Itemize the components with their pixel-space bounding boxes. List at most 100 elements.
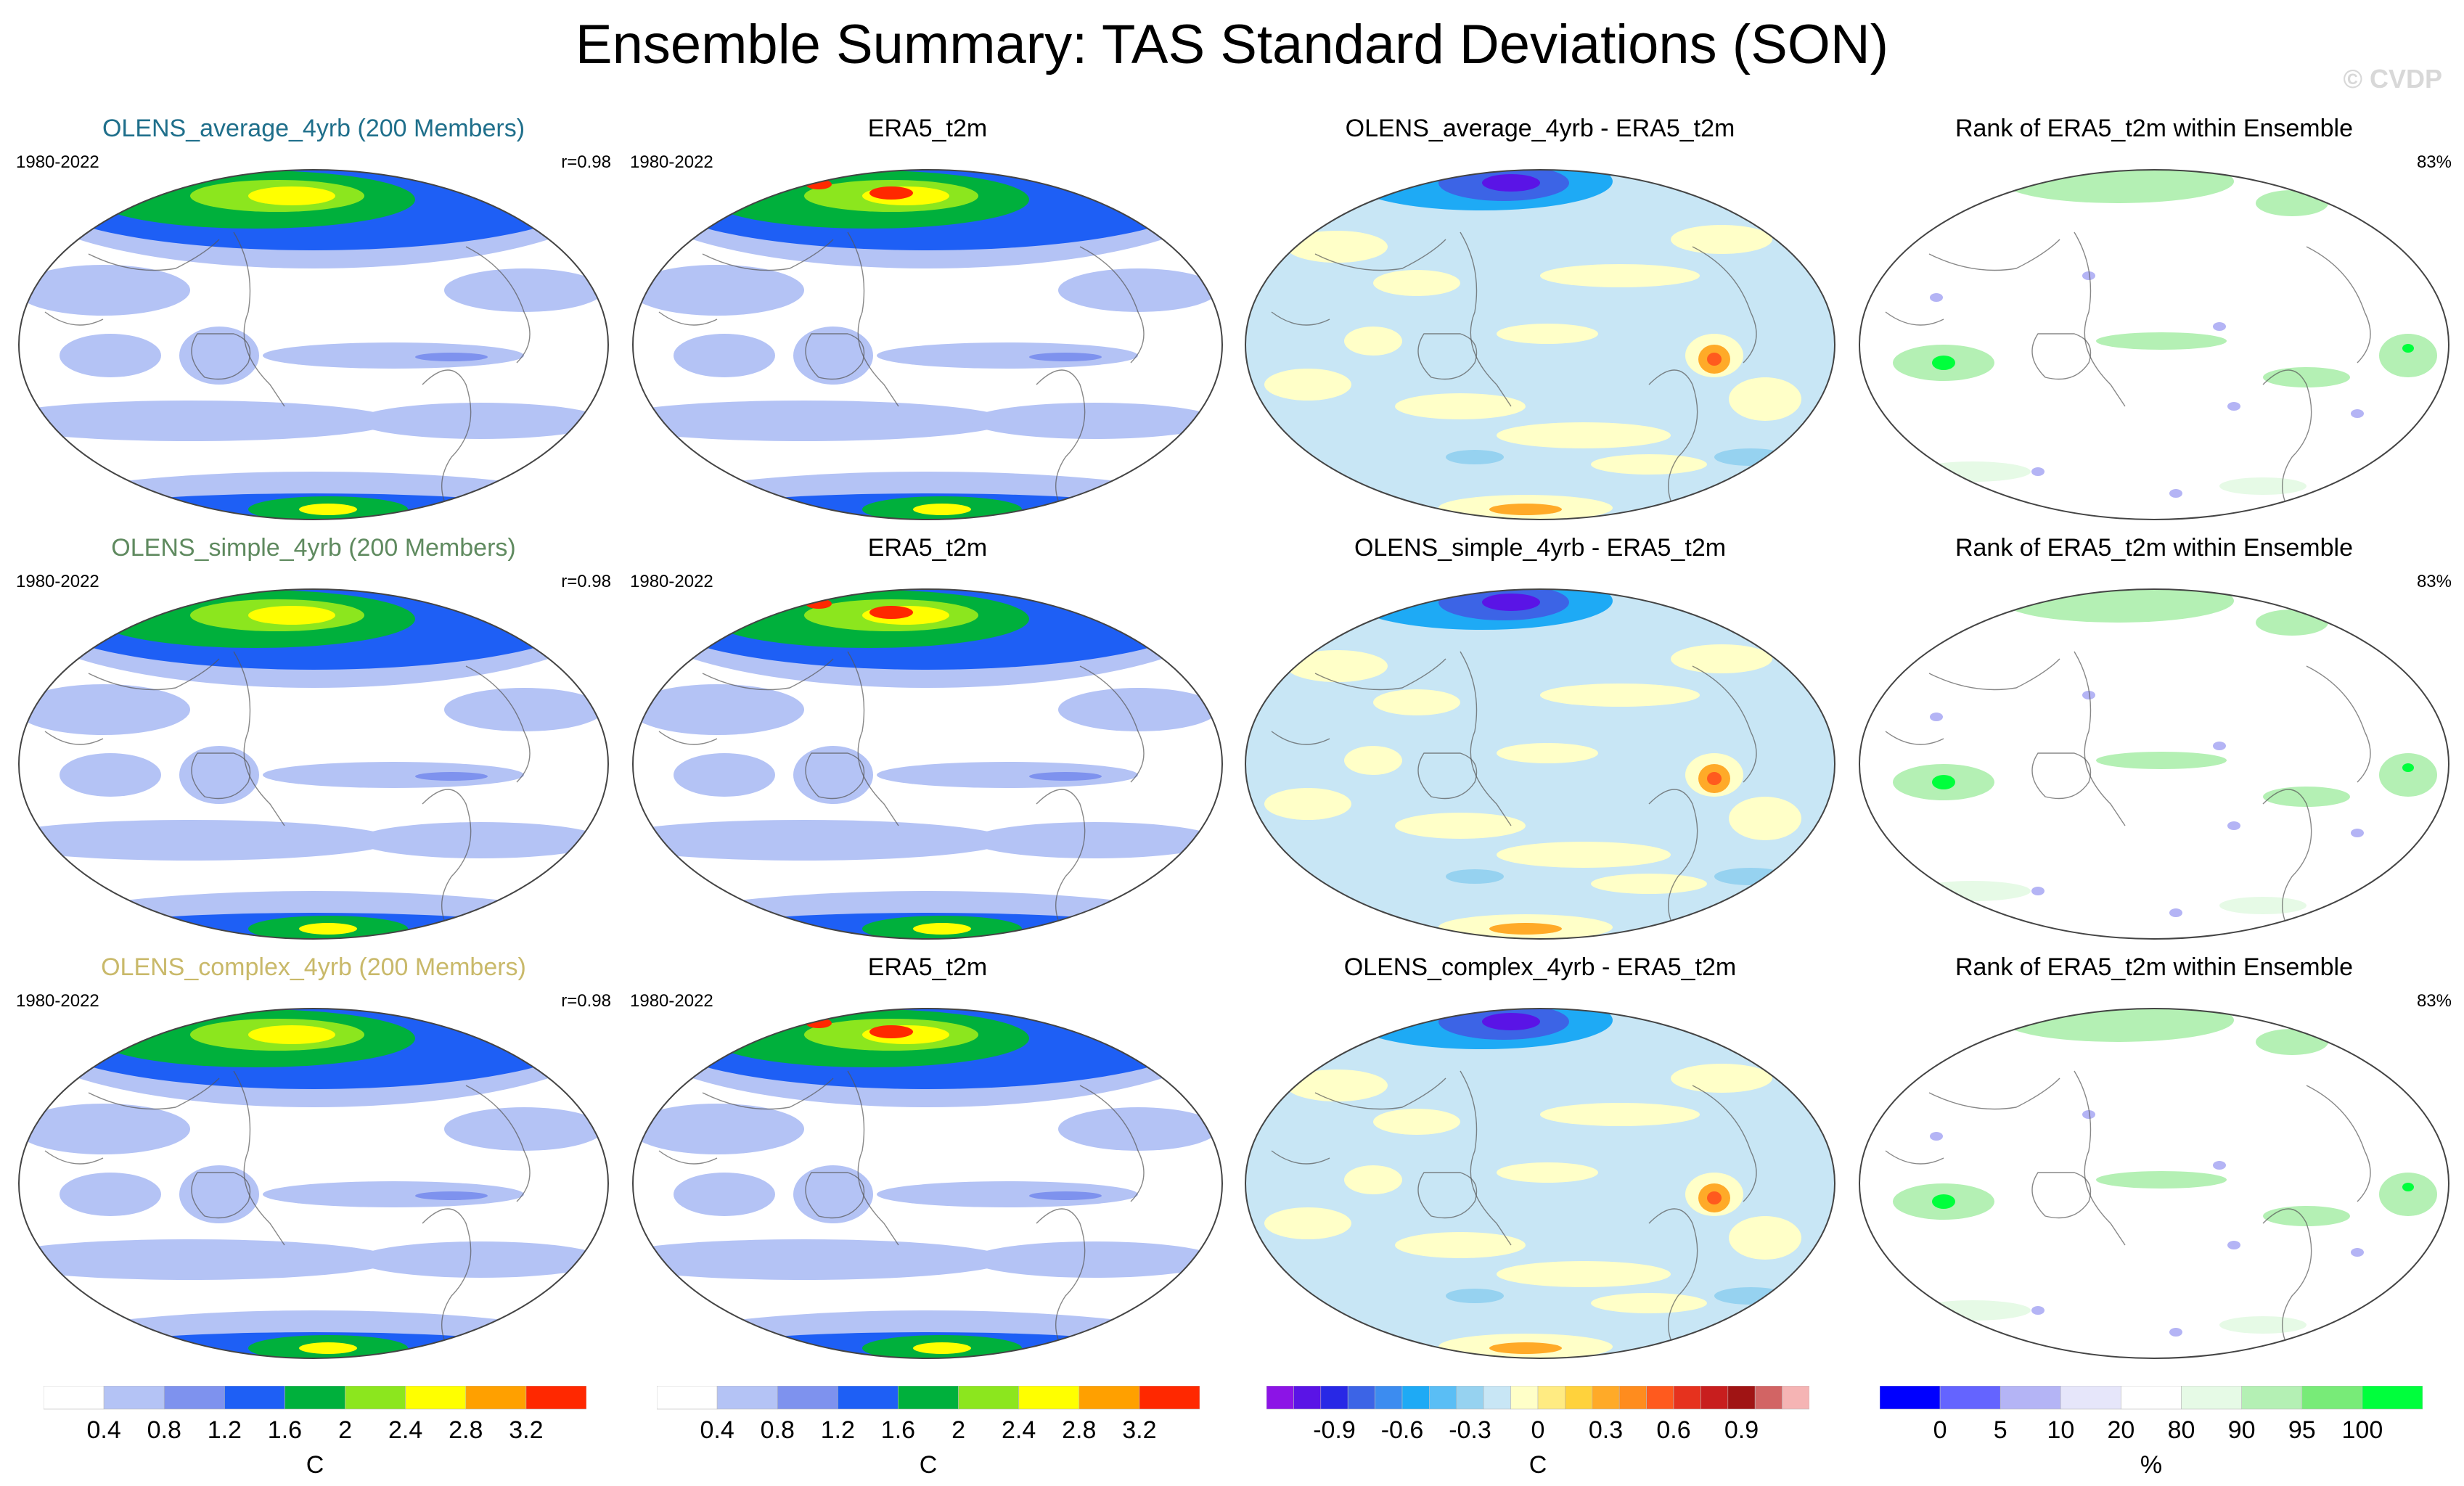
legend-swatch: [1483, 1386, 1511, 1410]
legend-swatch: [1537, 1386, 1565, 1410]
pattern-correlation-label: r=0.98: [561, 991, 611, 1011]
legend-tick-label: 5: [1993, 1416, 2007, 1444]
legend-swatch: [1592, 1386, 1620, 1410]
negative-anomaly: [1446, 1289, 1504, 1303]
positive-anomaly: [1264, 369, 1351, 401]
australia: [793, 327, 873, 385]
northern-band: [248, 1025, 335, 1044]
australia: [179, 327, 259, 385]
coastline: [1648, 789, 1698, 921]
coastline: [465, 1085, 531, 1202]
map-outline: [1859, 1008, 2449, 1359]
midlat-patch: [1058, 268, 1218, 312]
coastline: [1885, 311, 1944, 326]
map-outline: [18, 1008, 609, 1359]
coastline: [44, 1150, 104, 1165]
legend-tick-label: -0.6: [1380, 1416, 1424, 1444]
legend-swatch: [1510, 1386, 1539, 1410]
rank-top: [2402, 1183, 2414, 1191]
coastline: [1692, 246, 1757, 364]
legend-swatch: [1880, 1386, 1941, 1410]
coastline: [88, 1077, 220, 1110]
rank-low: [2082, 691, 2095, 699]
positive-anomaly: [1395, 1232, 1526, 1258]
coastline: [1692, 1085, 1757, 1202]
antarctic-anomaly: [1489, 923, 1562, 935]
obs-std-map: [632, 1008, 1223, 1359]
rank-high: [2263, 367, 2350, 387]
coastline: [702, 1077, 834, 1110]
positive-anomaly: [1497, 324, 1598, 344]
pattern-correlation-label: r=0.98: [561, 152, 611, 172]
midlat-patch: [444, 268, 604, 312]
legend-tick-label: 0.4: [700, 1416, 734, 1444]
model-std-panel-row1: OLENS_average_4yrb (200 Members) 1980-202…: [9, 115, 618, 528]
coastline: [658, 311, 718, 326]
legend-swatch: [44, 1386, 105, 1410]
rank-high: [1915, 461, 2031, 482]
rank-top: [1932, 356, 1955, 370]
rank-top: [2402, 763, 2414, 772]
coastline: [1314, 658, 1446, 691]
tropical-band: [1029, 1191, 1102, 1200]
positive-anomaly: [1497, 1162, 1598, 1183]
legend-swatch: [838, 1386, 899, 1410]
positive-anomaly: [1671, 1064, 1772, 1093]
coastline: [1928, 1077, 2060, 1110]
tropical-band: [1029, 772, 1102, 781]
rank-high: [2219, 897, 2307, 914]
period-label: 1980-2022: [16, 991, 99, 1011]
rank-low: [2031, 467, 2045, 476]
legend-swatch: [2241, 1386, 2303, 1410]
legend-tick-label: 100: [2341, 1416, 2383, 1444]
coastline: [1928, 658, 2060, 691]
coastline: [1079, 665, 1145, 783]
midlat-patch: [633, 265, 804, 316]
legend-tick-label: 1.2: [207, 1416, 242, 1444]
map-outline: [18, 169, 609, 520]
coastline: [1036, 789, 1086, 921]
map-outline: [632, 169, 1223, 520]
coastline: [88, 658, 220, 691]
coastline: [2031, 333, 2092, 380]
legend-swatch: [163, 1386, 225, 1410]
positive-anomaly: [1264, 1207, 1351, 1239]
rank-low: [2227, 1241, 2240, 1249]
tropical-band: [415, 772, 488, 781]
coastline: [1079, 246, 1145, 364]
legend-unit: %: [2140, 1451, 2163, 1479]
northern-band: [248, 186, 335, 205]
rank-high: [2379, 1173, 2437, 1216]
midlat-patch: [444, 1107, 604, 1151]
map-outline: [1245, 588, 1835, 940]
australia: [793, 1165, 873, 1223]
coastline: [422, 1208, 472, 1340]
positive-anomaly: [1591, 874, 1707, 894]
rank-low: [2213, 742, 2226, 750]
positive-anomaly: [1497, 1261, 1671, 1287]
coastline: [2306, 665, 2371, 783]
rank-low: [2169, 908, 2182, 917]
pattern-correlation-label: r=0.98: [561, 572, 611, 591]
legend-swatch: [2121, 1386, 2182, 1410]
tropical-band: [263, 762, 524, 788]
panel-title: ERA5_t2m: [867, 534, 988, 562]
legend-unit: C: [306, 1451, 324, 1479]
rank-percent-label: 83%: [2416, 572, 2452, 591]
map-outline: [1859, 588, 2449, 940]
africa-patch: [60, 753, 161, 797]
coastline: [1314, 239, 1446, 271]
tropical-band: [877, 762, 1138, 788]
legend-swatch: [103, 1386, 165, 1410]
coastline: [1036, 369, 1086, 501]
southern-patch: [633, 820, 1007, 861]
positive-anomaly: [1373, 270, 1460, 296]
legend-tick-label: 3.2: [509, 1416, 544, 1444]
legend-tick-label: 0.8: [147, 1416, 181, 1444]
legend-swatch: [1320, 1386, 1348, 1410]
model-std-map: [18, 1008, 609, 1359]
rank-low: [2031, 887, 2045, 895]
legend-swatch: [1456, 1386, 1484, 1410]
midlat-patch: [633, 684, 804, 735]
rank-low: [2031, 1306, 2045, 1315]
